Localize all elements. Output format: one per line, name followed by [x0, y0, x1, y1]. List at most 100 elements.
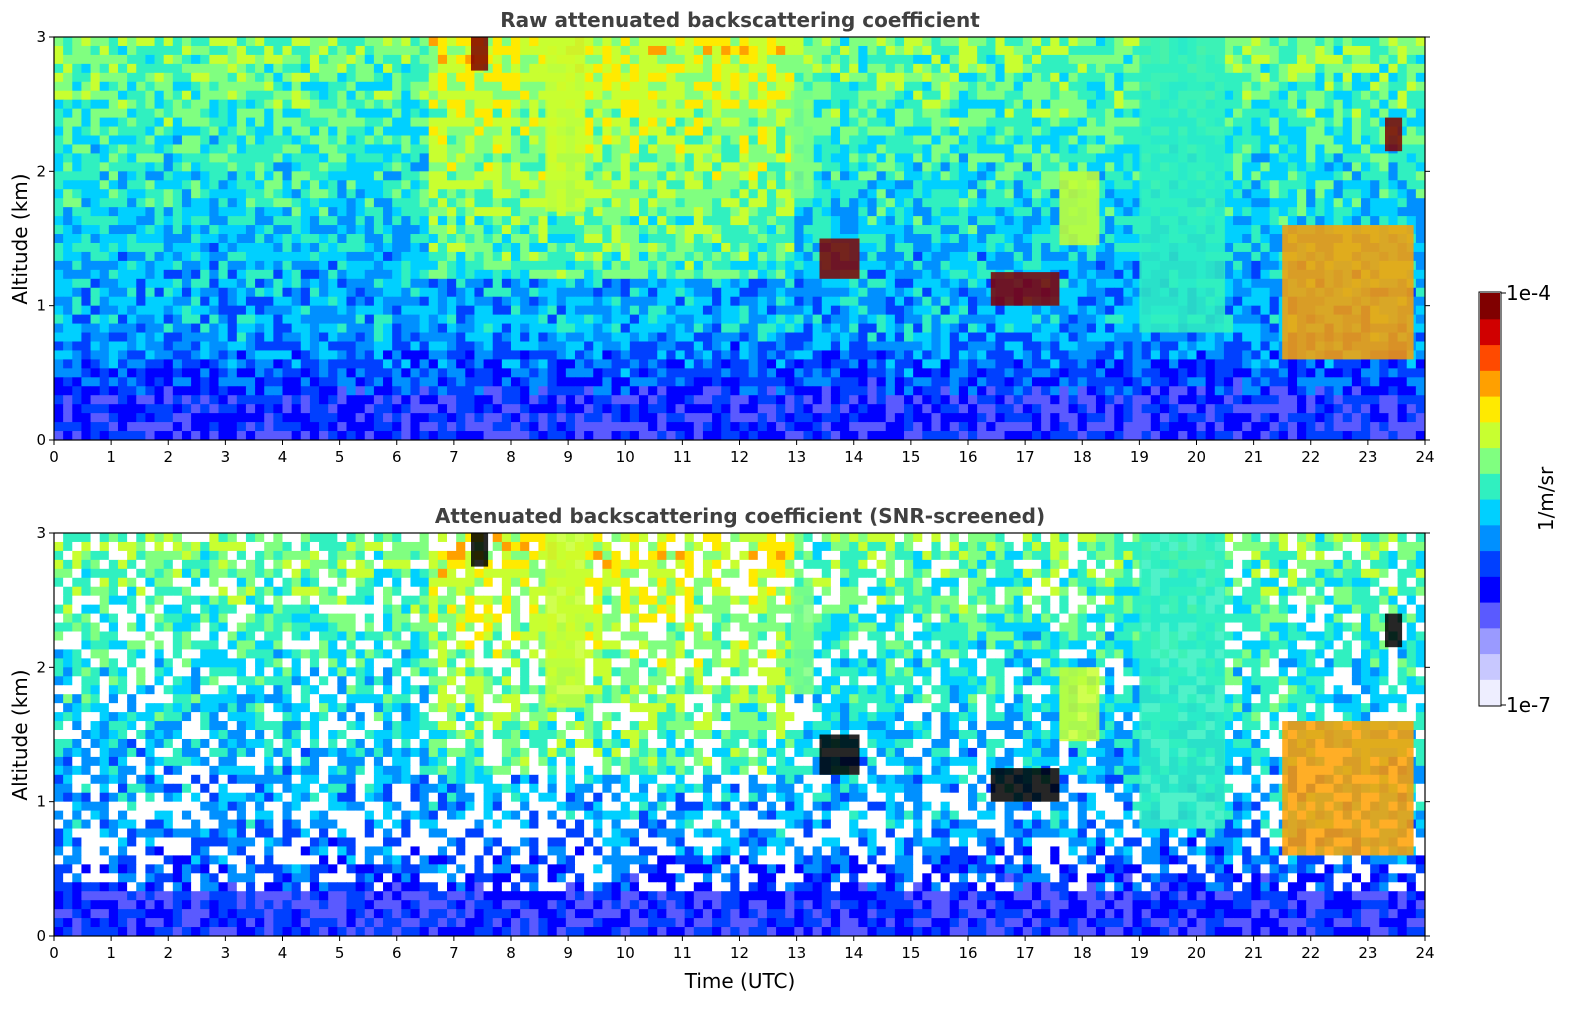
heatmap-cell — [894, 117, 905, 128]
heatmap-cell — [529, 269, 539, 280]
heatmap-cell — [593, 180, 603, 190]
heatmap-cell — [593, 305, 603, 316]
heatmap-cell — [977, 314, 987, 325]
heatmap-cell — [958, 314, 969, 325]
heatmap-cell — [867, 216, 878, 226]
heatmap-cell — [885, 37, 896, 47]
heatmap-cell — [410, 251, 421, 262]
heatmap-cell — [666, 45, 677, 56]
heatmap-cell — [273, 144, 283, 154]
heatmap-cell — [666, 278, 677, 289]
heatmap-cell — [666, 90, 677, 101]
heatmap-cell — [383, 162, 393, 172]
heatmap-cell — [410, 108, 421, 119]
heatmap-cell — [172, 260, 183, 271]
heatmap-cell — [218, 314, 229, 325]
heatmap-cell — [904, 287, 914, 298]
heatmap-cell — [346, 90, 357, 101]
heatmap-cell — [968, 287, 978, 298]
heatmap-cell — [1269, 260, 1280, 271]
heatmap-cell — [1031, 305, 1042, 316]
heatmap-cell — [922, 216, 932, 226]
heatmap-cell — [1370, 216, 1380, 226]
heatmap-cell — [245, 251, 256, 262]
heatmap-cell — [428, 72, 439, 83]
heatmap-cell — [309, 162, 320, 172]
heatmap-cell — [300, 269, 311, 280]
heatmap-cell — [355, 207, 366, 217]
heatmap-cell — [1031, 207, 1042, 217]
heatmap-cell — [977, 72, 987, 83]
heatmap-cell — [574, 251, 585, 262]
heatmap-cell — [181, 216, 192, 226]
heatmap-cell — [465, 332, 475, 342]
heatmap-cell — [483, 45, 494, 56]
heatmap-cell — [1361, 108, 1371, 119]
heatmap-cell — [1297, 63, 1307, 74]
heatmap-cell — [995, 144, 1006, 154]
heatmap-cell — [766, 242, 777, 253]
heatmap-cell — [99, 63, 110, 74]
heatmap-cell — [684, 180, 695, 190]
heatmap-cell — [958, 90, 969, 101]
heatmap-cell — [876, 171, 887, 181]
heatmap-cell — [447, 207, 457, 217]
heatmap-cell — [1342, 153, 1353, 163]
heatmap-cell — [1251, 260, 1261, 271]
heatmap-cell — [538, 72, 549, 83]
heatmap-cell — [501, 162, 512, 172]
heatmap-cell — [584, 162, 594, 172]
heatmap-cell — [977, 162, 987, 172]
heatmap-cell — [1223, 117, 1234, 128]
heatmap-cell — [922, 162, 932, 172]
heatmap-cell — [1132, 287, 1143, 298]
heatmap-cell — [127, 153, 137, 163]
heatmap-cell — [373, 90, 384, 101]
heatmap-cell — [154, 332, 165, 342]
heatmap-cell — [511, 37, 521, 47]
heatmap-cell — [1132, 162, 1143, 172]
heatmap-cell — [648, 99, 658, 110]
heatmap-cell — [218, 207, 229, 217]
heatmap-cell — [1278, 37, 1289, 47]
heatmap-cell — [1095, 153, 1106, 163]
heatmap-cell — [1242, 162, 1252, 172]
heatmap-cell — [319, 314, 329, 325]
heatmap-cell — [54, 37, 64, 47]
heatmap-cell — [456, 90, 466, 101]
heatmap-cell — [867, 99, 878, 110]
heatmap-cell — [181, 72, 192, 83]
heatmap-cell — [501, 189, 512, 199]
heatmap-cell — [319, 296, 329, 307]
heatmap-cell — [264, 234, 274, 244]
heatmap-cell — [638, 287, 649, 298]
heatmap-cell — [136, 45, 146, 56]
heatmap-cell — [1315, 216, 1325, 226]
heatmap-cell — [90, 287, 101, 298]
heatmap-cell — [1388, 54, 1399, 65]
heatmap-cell — [931, 323, 942, 334]
heatmap-cell — [538, 269, 549, 280]
heatmap-cell — [712, 45, 722, 56]
heatmap-cell — [949, 63, 960, 74]
heatmap-cell — [373, 314, 384, 325]
heatmap-cell — [821, 72, 832, 83]
heatmap-cell — [483, 251, 494, 262]
heatmap-cell — [1114, 234, 1124, 244]
heatmap-cell — [812, 251, 823, 262]
heatmap-cell — [154, 90, 165, 101]
heatmap-cell — [1397, 135, 1408, 145]
heatmap-cell — [1022, 135, 1033, 145]
heatmap-cell — [209, 171, 220, 181]
heatmap-cell — [1415, 278, 1425, 289]
heatmap-cell — [1068, 269, 1079, 280]
heatmap-cell — [958, 117, 969, 128]
heatmap-cell — [538, 99, 549, 110]
heatmap-cell — [72, 242, 82, 253]
heatmap-cell — [401, 180, 411, 190]
heatmap-cell — [309, 117, 320, 128]
heatmap-cell — [684, 144, 695, 154]
heatmap-cell — [1342, 90, 1353, 101]
heatmap-cell — [1306, 189, 1316, 199]
heatmap-cell — [355, 287, 366, 298]
